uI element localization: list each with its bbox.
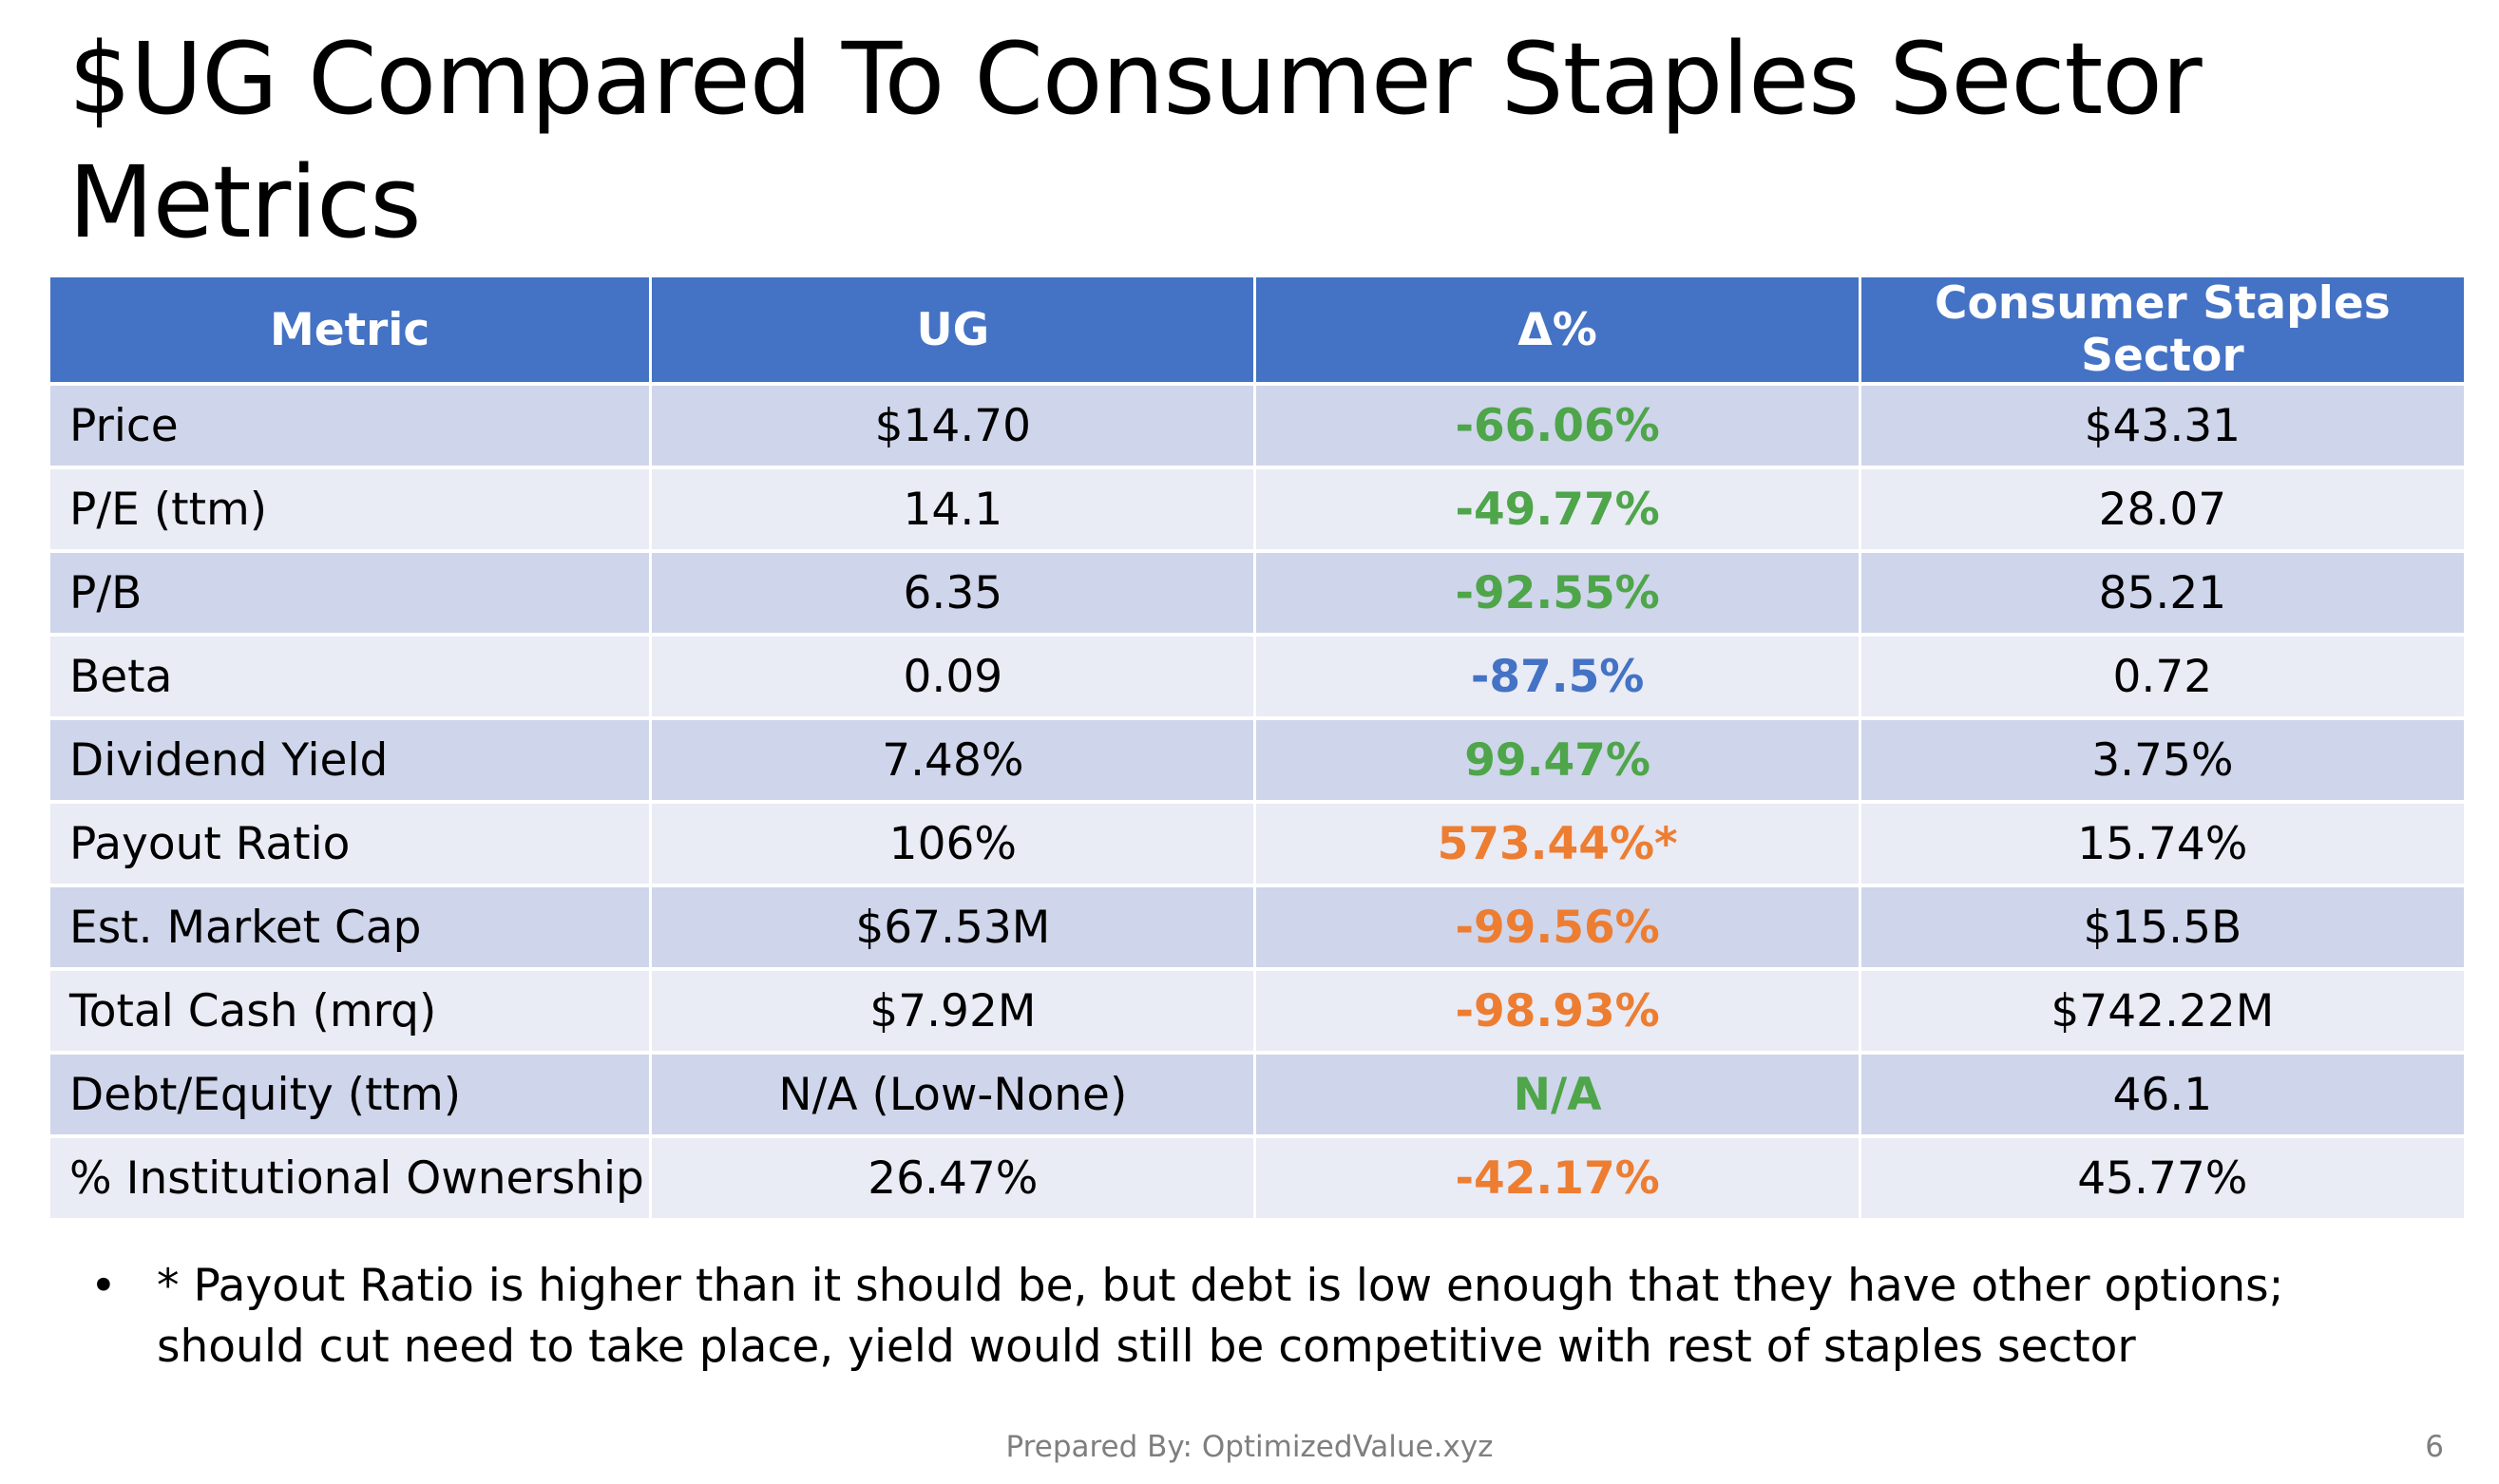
metric-name: Total Cash (mrq) [50, 971, 650, 1051]
ug-value: 26.47% [652, 1138, 1254, 1218]
table-row: Dividend Yield 7.48% 99.47% 3.75% [50, 720, 2464, 800]
metric-name: Dividend Yield [50, 720, 650, 800]
sector-value: $742.22M [1860, 971, 2464, 1051]
sector-value: 46.1 [1860, 1055, 2464, 1134]
metric-name: Price [50, 386, 650, 466]
metric-name: P/E (ttm) [50, 469, 650, 549]
bullet-marker: • [90, 1260, 117, 1312]
table-row: Beta 0.09 -87.5% 0.72 [50, 637, 2464, 716]
metric-name: % Institutional Ownership [50, 1138, 650, 1218]
sector-value: 28.07 [1860, 469, 2464, 549]
ug-value: $14.70 [652, 386, 1254, 466]
delta-value: -66.06% [1256, 386, 1859, 466]
ug-value: N/A (Low-None) [652, 1055, 1254, 1134]
metrics-table: Metric UG Δ% Consumer Staples Sector Pri… [48, 274, 2467, 1222]
sector-value: $15.5B [1860, 887, 2464, 967]
table-row: Price $14.70 -66.06% $43.31 [50, 386, 2464, 466]
ug-value: $7.92M [652, 971, 1254, 1051]
delta-value: -49.77% [1256, 469, 1859, 549]
ug-value: $67.53M [652, 887, 1254, 967]
metric-name: Beta [50, 637, 650, 716]
table-row: Payout Ratio 106% 573.44%* 15.74% [50, 804, 2464, 884]
sector-value: 0.72 [1860, 637, 2464, 716]
metric-name: Debt/Equity (ttm) [50, 1055, 650, 1134]
ug-value: 0.09 [652, 637, 1254, 716]
table-row: Total Cash (mrq) $7.92M -98.93% $742.22M [50, 971, 2464, 1051]
table-header-row: Metric UG Δ% Consumer Staples Sector [50, 277, 2464, 382]
delta-value: N/A [1256, 1055, 1859, 1134]
header-delta: Δ% [1256, 277, 1859, 382]
metric-name: P/B [50, 553, 650, 633]
ug-value: 106% [652, 804, 1254, 884]
header-metric: Metric [50, 277, 650, 382]
ug-value: 6.35 [652, 553, 1254, 633]
table-row: Est. Market Cap $67.53M -99.56% $15.5B [50, 887, 2464, 967]
sector-value: 85.21 [1860, 553, 2464, 633]
metric-name: Payout Ratio [50, 804, 650, 884]
ug-value: 14.1 [652, 469, 1254, 549]
delta-value: -98.93% [1256, 971, 1859, 1051]
sector-value: 3.75% [1860, 720, 2464, 800]
slide-title: $UG Compared To Consumer Staples Sector … [68, 21, 2203, 260]
header-ug: UG [652, 277, 1254, 382]
sector-value: 45.77% [1860, 1138, 2464, 1218]
sector-value: $43.31 [1860, 386, 2464, 466]
delta-value: -99.56% [1256, 887, 1859, 967]
table-row: P/B 6.35 -92.55% 85.21 [50, 553, 2464, 633]
table-row: Debt/Equity (ttm) N/A (Low-None) N/A 46.… [50, 1055, 2464, 1134]
footer-credit: Prepared By: OptimizedValue.xyz [1005, 1430, 1494, 1464]
metric-name: Est. Market Cap [50, 887, 650, 967]
delta-value: -87.5% [1256, 637, 1859, 716]
header-sector: Consumer Staples Sector [1860, 277, 2464, 382]
delta-value: -42.17% [1256, 1138, 1859, 1218]
delta-value: 99.47% [1256, 720, 1859, 800]
table-row: P/E (ttm) 14.1 -49.77% 28.07 [50, 469, 2464, 549]
delta-value: -92.55% [1256, 553, 1859, 633]
ug-value: 7.48% [652, 720, 1254, 800]
footnote: • * Payout Ratio is higher than it shoul… [90, 1256, 2437, 1378]
sector-value: 15.74% [1860, 804, 2464, 884]
delta-value: 573.44%* [1256, 804, 1859, 884]
footnote-text: * Payout Ratio is higher than it should … [157, 1260, 2284, 1373]
table-row: % Institutional Ownership 26.47% -42.17%… [50, 1138, 2464, 1218]
page-number: 6 [2425, 1430, 2444, 1464]
